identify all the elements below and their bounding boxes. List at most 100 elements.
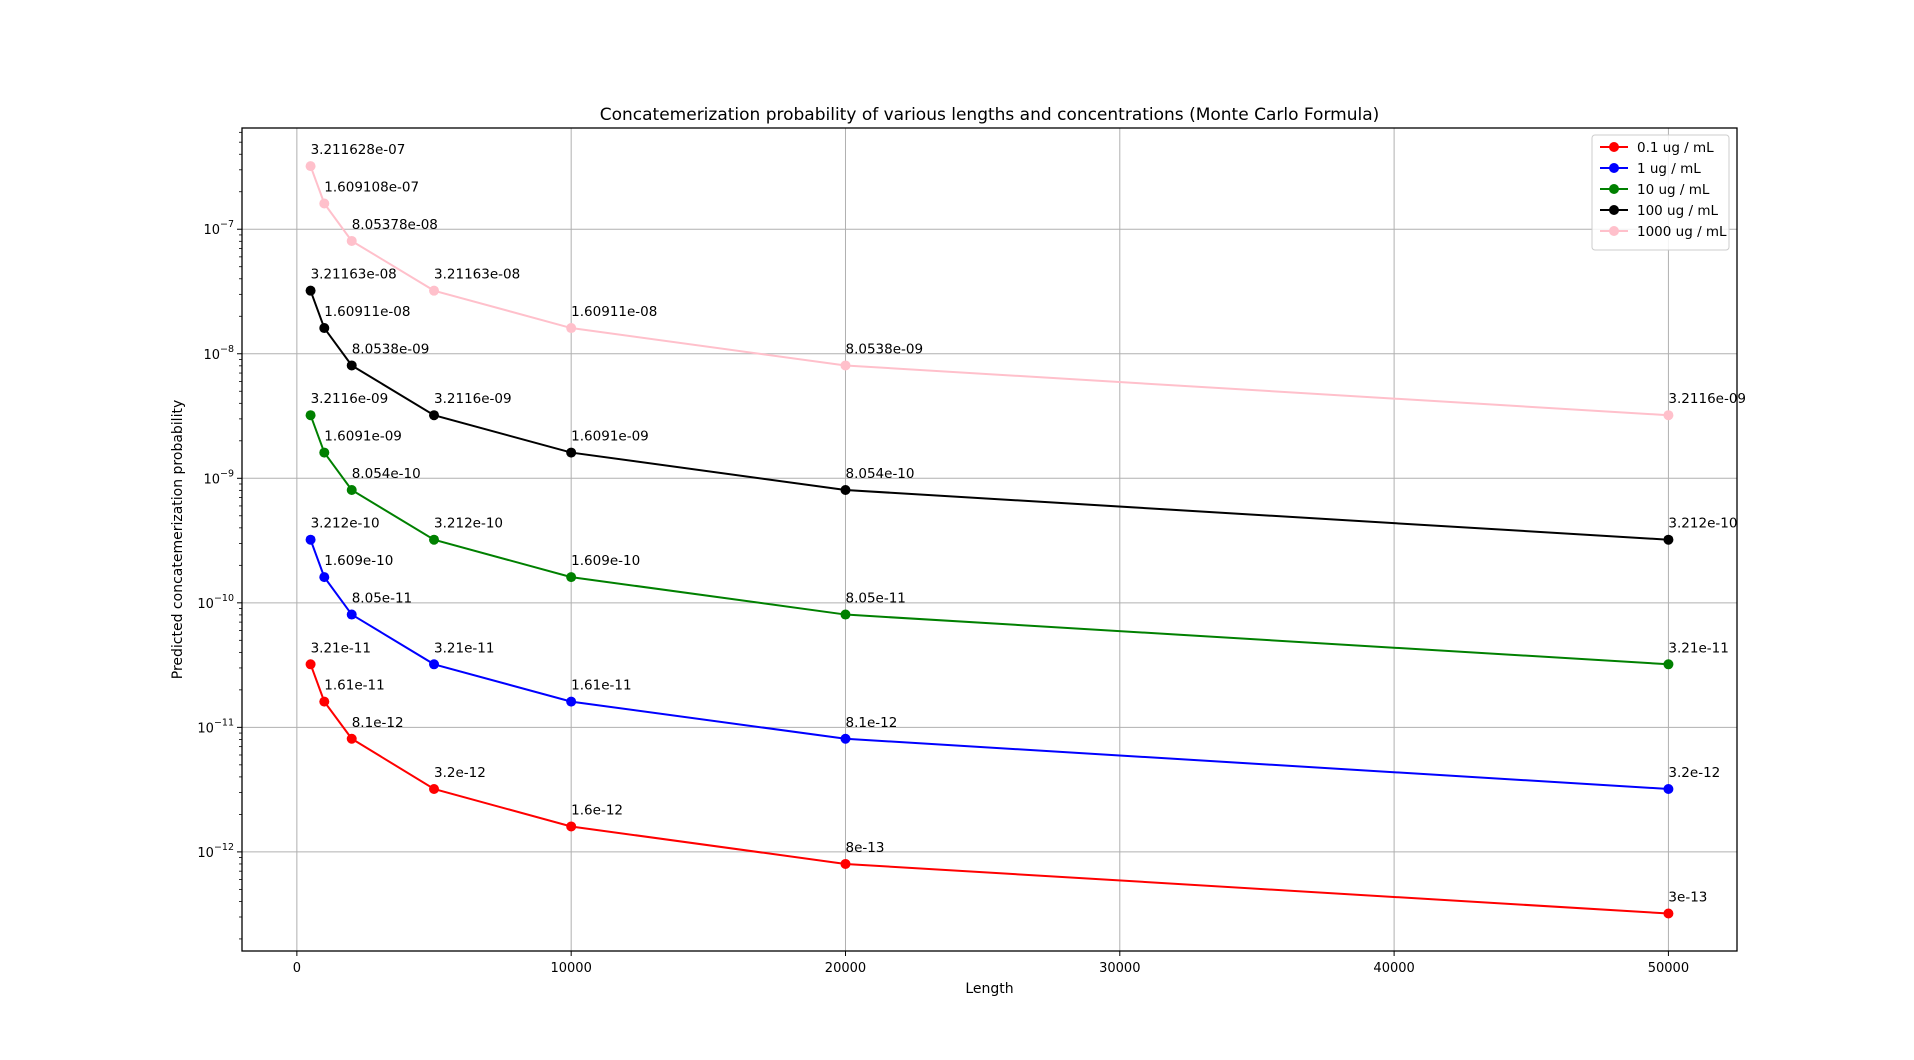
data-label: 1.60911e-08 [324, 304, 410, 320]
data-label: 1.6e-12 [571, 802, 623, 818]
data-label: 3e-13 [1668, 890, 1707, 906]
legend-label: 1 ug / mL [1637, 161, 1701, 177]
data-label: 3.212e-10 [311, 516, 380, 532]
x-tick-label: 30000 [1099, 961, 1140, 976]
data-point [566, 447, 577, 458]
data-point [566, 572, 577, 583]
data-label: 1.61e-11 [571, 678, 631, 694]
legend-label: 10 ug / mL [1637, 182, 1710, 198]
legend-swatch-marker [1609, 205, 1619, 215]
data-label: 8.05378e-08 [352, 217, 438, 233]
legend-swatch-marker [1609, 184, 1619, 194]
data-point [319, 198, 330, 209]
data-label: 8.054e-10 [845, 466, 914, 482]
data-label: 3.2116e-09 [1668, 391, 1746, 407]
chart-title: Concatemerization probability of various… [600, 105, 1380, 125]
data-label: 8.05e-11 [845, 591, 905, 607]
data-point [346, 484, 357, 495]
data-label: 8e-13 [845, 840, 884, 856]
data-label: 3.212e-10 [1668, 516, 1737, 532]
x-tick-label: 0 [293, 961, 301, 976]
data-point [840, 858, 851, 869]
data-point [1663, 410, 1674, 421]
y-tick-label: 10−9 [203, 468, 234, 487]
y-tick-label: 10−11 [197, 717, 234, 736]
legend-box [1591, 134, 1730, 251]
data-label: 8.0538e-09 [845, 341, 923, 357]
data-point [305, 659, 316, 670]
y-tick-label: 10−7 [203, 219, 234, 238]
data-label: 1.609e-10 [571, 553, 640, 569]
legend: 0.1 ug / mL 1 ug / mL 10 ug / mL 100 ug / m… [1591, 134, 1730, 251]
data-point [429, 783, 440, 794]
data-label: 8.1e-12 [352, 715, 404, 731]
data-point [346, 609, 357, 620]
data-point [346, 235, 357, 246]
data-point [305, 534, 316, 545]
data-label: 1.60911e-08 [571, 304, 657, 320]
data-labels: 3.21e-11 1.61e-11 8.1e-12 3.2e-12 1.6e-12 8e-… [311, 142, 1746, 905]
data-label: 3.21e-11 [1668, 640, 1728, 656]
data-point [566, 323, 577, 334]
data-point [429, 534, 440, 545]
legend-label: 1000 ug / mL [1637, 224, 1727, 240]
data-label: 3.21163e-08 [434, 267, 520, 283]
data-label: 3.2116e-09 [311, 391, 389, 407]
legend-label: 100 ug / mL [1637, 203, 1718, 219]
plot-frame [241, 127, 1738, 952]
data-label: 3.2116e-09 [434, 391, 512, 407]
legend-swatch-marker [1609, 163, 1619, 173]
series-group [305, 161, 1674, 919]
data-point [429, 659, 440, 670]
data-label: 3.21e-11 [311, 640, 371, 656]
data-point [319, 696, 330, 707]
data-point [566, 821, 577, 832]
x-tick-label: 50000 [1648, 961, 1689, 976]
data-point [429, 285, 440, 296]
data-label: 1.6091e-09 [571, 429, 649, 445]
x-tick-label: 20000 [825, 961, 866, 976]
data-label: 1.609108e-07 [324, 180, 419, 196]
data-label: 1.609e-10 [324, 553, 393, 569]
y-axis-label: Predicted concatemerization probability [170, 400, 186, 679]
data-label: 8.054e-10 [352, 466, 421, 482]
x-axis-label: Length [965, 981, 1013, 997]
data-point [840, 360, 851, 371]
data-point [566, 696, 577, 707]
data-point [1663, 908, 1674, 919]
data-label: 8.1e-12 [845, 715, 897, 731]
legend-swatch-marker [1609, 142, 1619, 152]
data-point [305, 161, 316, 172]
data-point [305, 285, 316, 296]
data-point [1663, 659, 1674, 670]
data-label: 3.2e-12 [1668, 765, 1720, 781]
data-point [305, 410, 316, 421]
data-point [1663, 783, 1674, 794]
data-point [319, 572, 330, 583]
axis-ticks: 0 10000 20000 30000 40000 50000 10−12 10−11 10−1… [197, 131, 1689, 976]
data-label: 3.212e-10 [434, 516, 503, 532]
y-tick-label: 10−10 [197, 593, 234, 612]
data-label: 8.05e-11 [352, 591, 412, 607]
data-point [319, 447, 330, 458]
legend-swatch-marker [1609, 226, 1619, 236]
data-label: 8.0538e-09 [352, 341, 430, 357]
data-point [319, 323, 330, 334]
data-label: 3.211628e-07 [311, 142, 406, 158]
data-point [840, 733, 851, 744]
data-label: 3.21163e-08 [311, 267, 397, 283]
data-point [429, 410, 440, 421]
legend-label: 0.1 ug / mL [1637, 140, 1714, 156]
x-tick-label: 10000 [550, 961, 591, 976]
y-tick-label: 10−12 [197, 842, 234, 861]
data-point [840, 484, 851, 495]
data-label: 1.61e-11 [324, 678, 384, 694]
y-tick-label: 10−8 [203, 344, 234, 363]
data-point [346, 733, 357, 744]
data-label: 3.21e-11 [434, 640, 494, 656]
data-label: 3.2e-12 [434, 765, 486, 781]
x-tick-label: 40000 [1373, 961, 1414, 976]
data-point [346, 360, 357, 371]
data-label: 1.6091e-09 [324, 429, 402, 445]
